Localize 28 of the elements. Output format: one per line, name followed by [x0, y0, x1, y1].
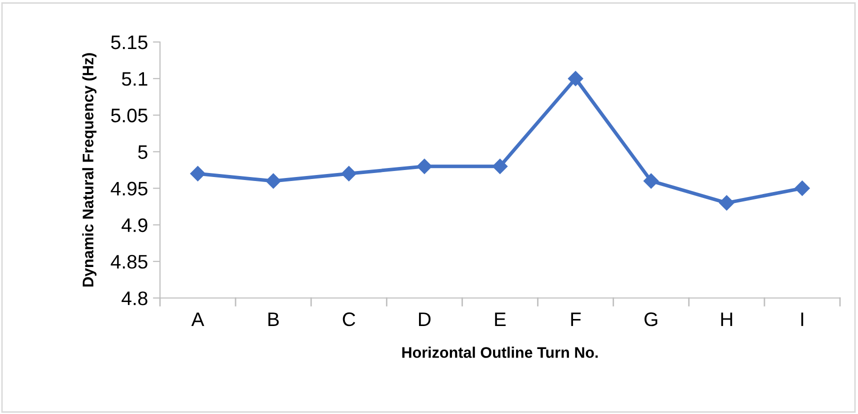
- y-axis-title: Dynamic Natural Frequency (Hz): [82, 53, 96, 287]
- point: [719, 195, 734, 210]
- point: [341, 166, 356, 182]
- x-tick-label: D: [419, 312, 431, 326]
- x-tick-label: G: [644, 312, 658, 326]
- x-tick-label: B: [268, 312, 279, 326]
- y-tick-label: 5: [138, 145, 148, 159]
- point: [416, 158, 432, 174]
- point: [644, 173, 659, 189]
- x-tick-label: H: [721, 312, 732, 326]
- point: [266, 173, 281, 189]
- x-tick-label: I: [801, 312, 804, 326]
- y-tick-label: 4.9: [122, 218, 148, 232]
- y-tick-label: 5.05: [111, 108, 148, 122]
- y-tick-label: 5.1: [122, 72, 148, 86]
- point: [794, 180, 810, 196]
- x-tick-label: C: [342, 312, 356, 326]
- x-tick-label: F: [571, 312, 581, 326]
- y-tick-label: 4.85: [110, 254, 148, 269]
- y-tick-label: 4.8: [122, 291, 148, 306]
- y-tick-label: 5.15: [111, 36, 148, 50]
- x-axis-title: Horizontal Outline Turn No.: [402, 346, 598, 358]
- x-tick-label: E: [495, 312, 506, 326]
- point: [492, 158, 508, 174]
- point: [190, 166, 206, 182]
- y-tick-label: 4.95: [110, 182, 148, 196]
- x-tick-label: A: [191, 312, 204, 326]
- point: [568, 71, 584, 86]
